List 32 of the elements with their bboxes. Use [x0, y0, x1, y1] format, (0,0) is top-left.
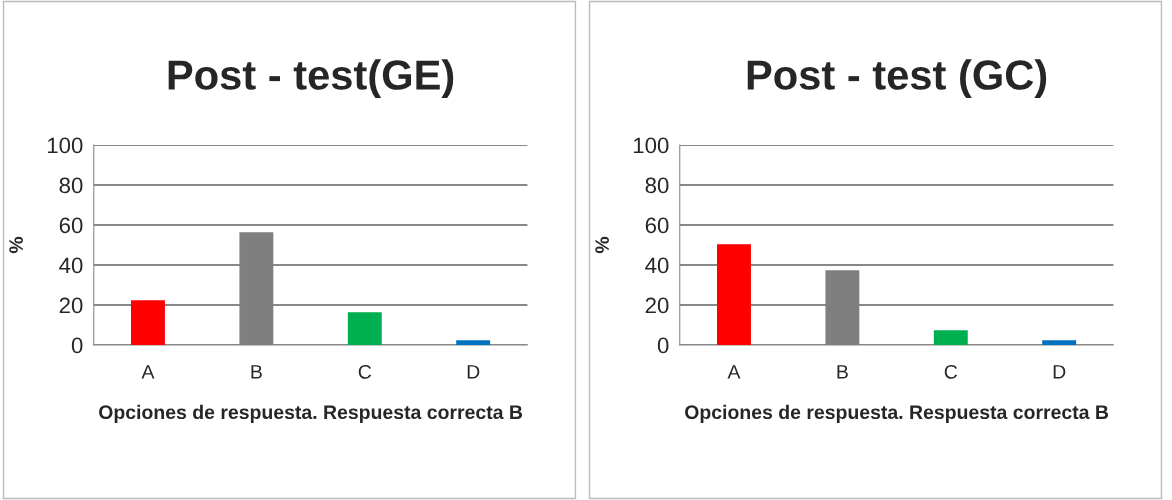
x-tick-label: C — [944, 364, 958, 379]
y-tick-label: 20 — [59, 297, 83, 314]
y-tick-label: 0 — [657, 337, 669, 354]
x-tick-label: C — [358, 364, 372, 379]
y-axis-title: % — [9, 236, 23, 254]
chart-title: Post - test (GC) — [747, 59, 1047, 99]
bar — [456, 340, 491, 345]
y-tick-label: 80 — [59, 177, 83, 194]
x-tick-label: A — [727, 365, 741, 379]
y-tick-label: 60 — [645, 217, 669, 234]
y-tick-label: 40 — [59, 257, 83, 274]
x-tick-label: A — [141, 365, 155, 379]
x-tick-label: D — [1053, 365, 1066, 379]
x-tick-label: B — [251, 365, 262, 379]
y-axis-title: % — [595, 236, 609, 254]
y-tick-label: 60 — [59, 217, 83, 234]
y-tick-label: 100 — [47, 137, 83, 154]
x-axis-title: Opciones de respuesta. Respuesta correcta B — [685, 404, 1109, 423]
bar — [933, 330, 968, 345]
x-tick-label: B — [837, 365, 848, 379]
x-axis-title: Opciones de respuesta. Respuesta correcta B — [99, 404, 523, 423]
y-tick-label: 40 — [645, 257, 669, 274]
x-tick-label: D — [467, 365, 480, 379]
bar — [1042, 340, 1077, 345]
bar — [347, 312, 382, 345]
bar — [131, 300, 165, 345]
bar — [717, 244, 751, 345]
chart-title: Post - test(GE) — [168, 59, 454, 99]
y-tick-label: 20 — [645, 297, 669, 314]
y-tick-label: 80 — [645, 177, 669, 194]
y-tick-label: 100 — [633, 137, 669, 154]
y-tick-label: 0 — [71, 337, 83, 354]
